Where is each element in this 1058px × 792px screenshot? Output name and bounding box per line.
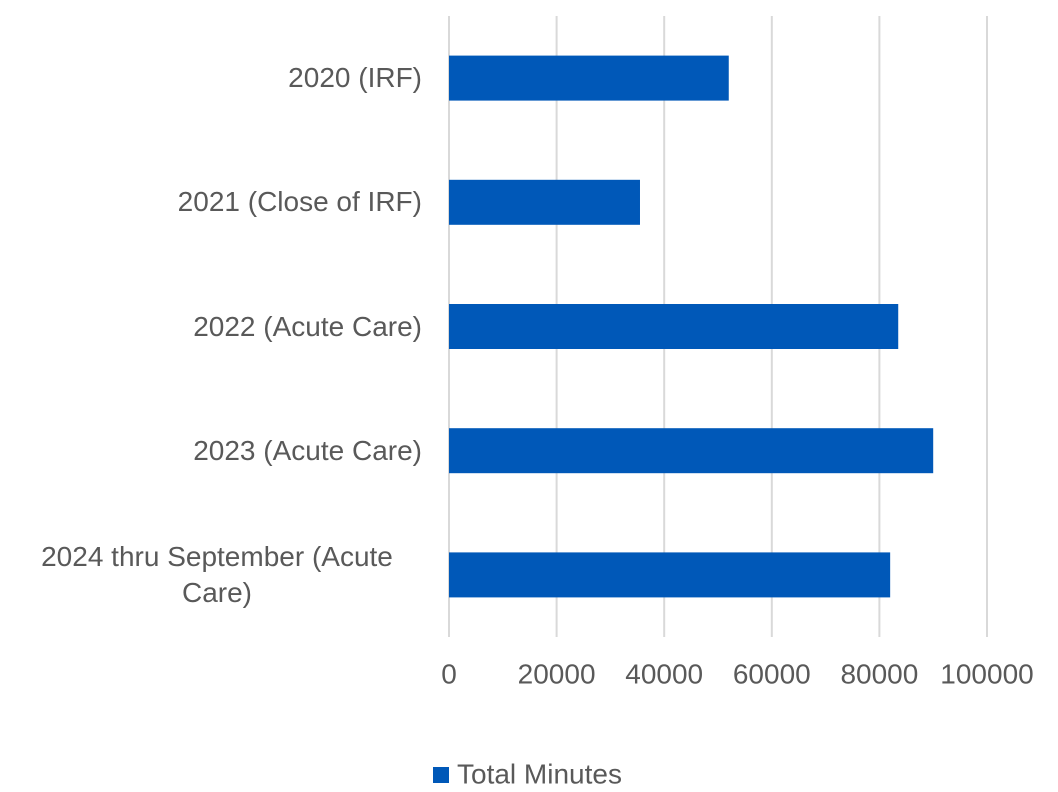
x-tick-label: 40000 [625, 658, 703, 689]
bar [449, 55, 729, 101]
y-tick-label-box: 2020 (IRF) [2, 60, 422, 96]
x-tick-label: 80000 [840, 658, 918, 689]
y-tick-label-box: 2022 (Acute Care) [2, 309, 422, 345]
y-tick-label-box: 2021 (Close of IRF) [2, 184, 422, 220]
bar [449, 552, 891, 598]
x-tick-label: 20000 [518, 658, 596, 689]
x-tick-label: 100000 [940, 658, 1033, 689]
legend-label: Total Minutes [457, 758, 622, 789]
x-tick-label: 0 [441, 658, 457, 689]
x-tick-label: 60000 [733, 658, 811, 689]
bar [449, 179, 640, 225]
y-tick-label-box: 2024 thru September (Acute Care) [2, 539, 422, 611]
y-tick-label: 2021 (Close of IRF) [177, 186, 422, 218]
y-tick-label: 2022 (Acute Care) [193, 310, 422, 342]
bar [449, 304, 899, 349]
bar [449, 428, 934, 474]
y-tick-label: 2023 (Acute Care) [193, 434, 422, 466]
y-tick-label: 2024 thru September (Acute Care) [41, 540, 393, 608]
legend-swatch [433, 767, 449, 783]
y-tick-label: 2020 (IRF) [288, 62, 422, 94]
y-tick-label-box: 2023 (Acute Care) [2, 433, 422, 469]
